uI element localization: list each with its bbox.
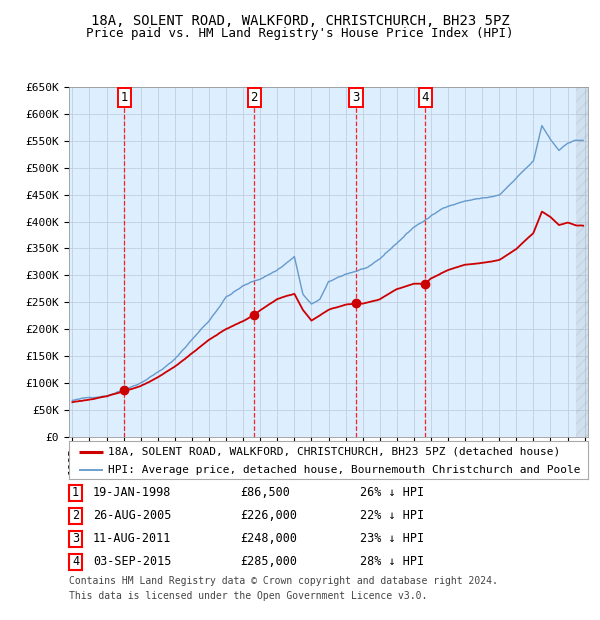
Text: 2: 2 <box>250 91 258 104</box>
Text: This data is licensed under the Open Government Licence v3.0.: This data is licensed under the Open Gov… <box>69 591 427 601</box>
Text: 4: 4 <box>422 91 429 104</box>
Text: 22% ↓ HPI: 22% ↓ HPI <box>360 510 424 522</box>
Text: 03-SEP-2015: 03-SEP-2015 <box>93 556 172 568</box>
Text: 3: 3 <box>352 91 359 104</box>
Text: 18A, SOLENT ROAD, WALKFORD, CHRISTCHURCH, BH23 5PZ: 18A, SOLENT ROAD, WALKFORD, CHRISTCHURCH… <box>91 14 509 28</box>
Text: £248,000: £248,000 <box>240 533 297 545</box>
Text: 26% ↓ HPI: 26% ↓ HPI <box>360 487 424 499</box>
Text: 11-AUG-2011: 11-AUG-2011 <box>93 533 172 545</box>
Bar <box>576 87 588 437</box>
Text: 1: 1 <box>121 91 128 104</box>
Text: £285,000: £285,000 <box>240 556 297 568</box>
Text: 19-JAN-1998: 19-JAN-1998 <box>93 487 172 499</box>
Text: £226,000: £226,000 <box>240 510 297 522</box>
Text: 4: 4 <box>72 556 79 568</box>
Text: 23% ↓ HPI: 23% ↓ HPI <box>360 533 424 545</box>
Text: 2: 2 <box>72 510 79 522</box>
Text: 3: 3 <box>72 533 79 545</box>
Text: 1: 1 <box>72 487 79 499</box>
Text: 18A, SOLENT ROAD, WALKFORD, CHRISTCHURCH, BH23 5PZ (detached house): 18A, SOLENT ROAD, WALKFORD, CHRISTCHURCH… <box>108 447 560 457</box>
Text: 26-AUG-2005: 26-AUG-2005 <box>93 510 172 522</box>
Text: HPI: Average price, detached house, Bournemouth Christchurch and Poole: HPI: Average price, detached house, Bour… <box>108 466 580 476</box>
Text: £86,500: £86,500 <box>240 487 290 499</box>
Text: Price paid vs. HM Land Registry's House Price Index (HPI): Price paid vs. HM Land Registry's House … <box>86 27 514 40</box>
Text: 28% ↓ HPI: 28% ↓ HPI <box>360 556 424 568</box>
Text: Contains HM Land Registry data © Crown copyright and database right 2024.: Contains HM Land Registry data © Crown c… <box>69 576 498 586</box>
